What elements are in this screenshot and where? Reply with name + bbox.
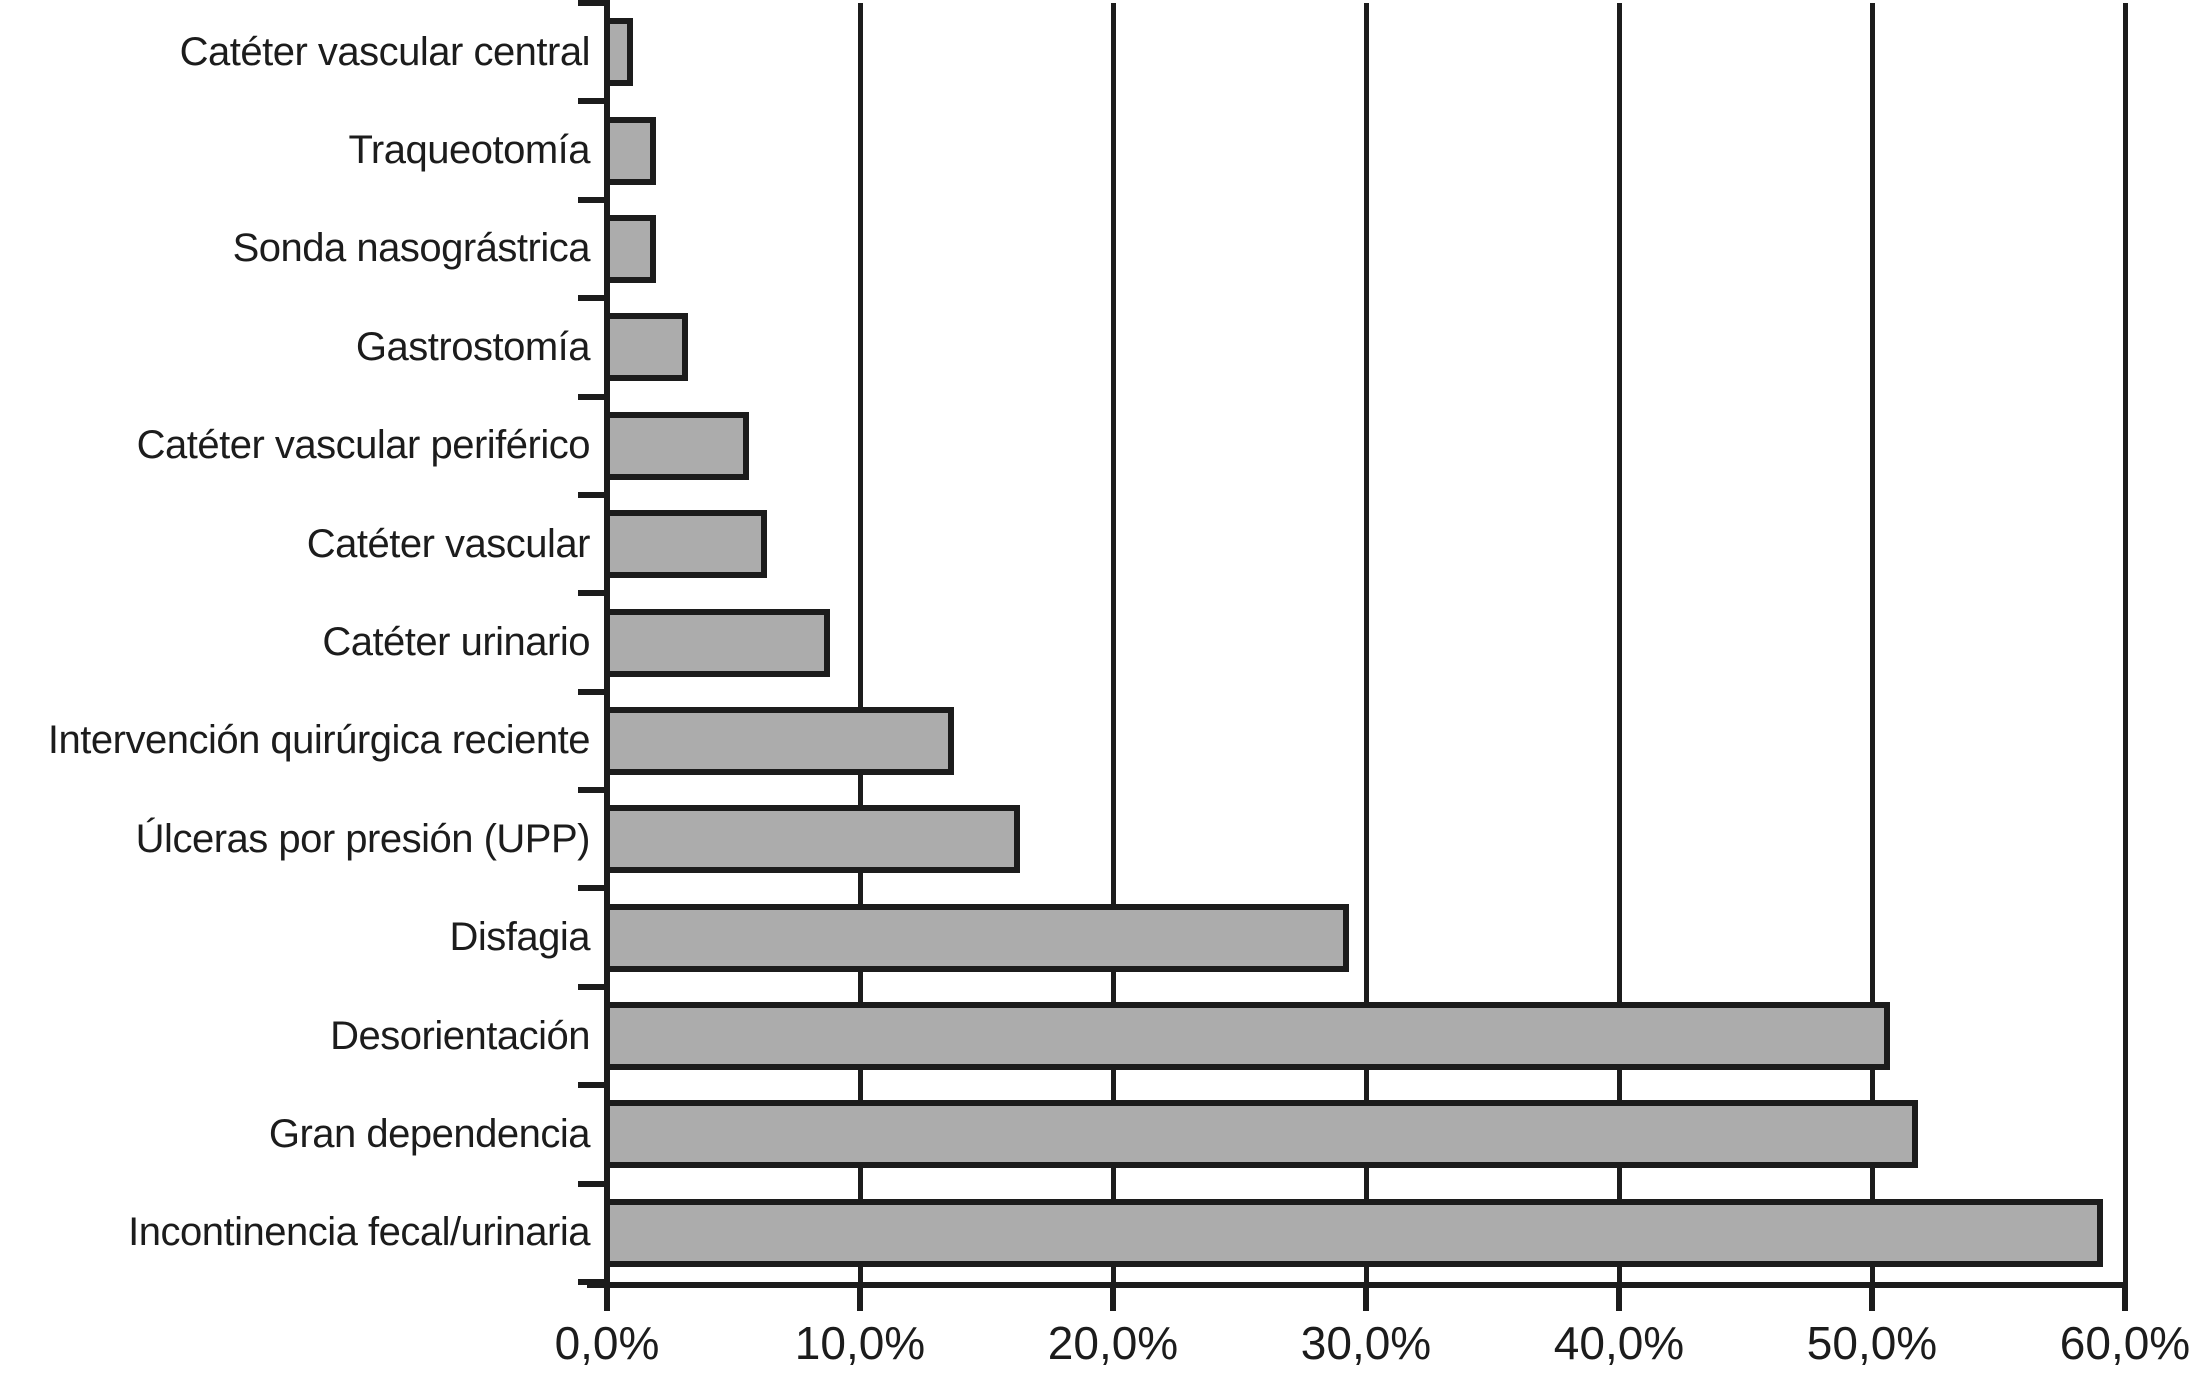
x-axis-tick-label: 30,0% (1300, 1317, 1432, 1369)
category-row: Catéter vascular central (0, 3, 591, 101)
category-label: Disfagia (449, 915, 590, 960)
gridline (857, 3, 863, 1282)
category-label: Sonda nasográstrica (232, 226, 591, 271)
bar (604, 510, 767, 579)
x-axis-tick-label: 50,0% (1806, 1317, 1938, 1369)
bar-row (604, 987, 2128, 1085)
category-row: Gran dependencia (0, 1085, 591, 1183)
y-axis-tick (578, 1082, 604, 1089)
x-axis-tick-label: 20,0% (1047, 1317, 1179, 1369)
bar (604, 313, 689, 382)
category-row: Catéter vascular periférico (0, 397, 591, 495)
x-axis-tick (2122, 1282, 2128, 1311)
bar-row (604, 397, 2128, 495)
gridline (1110, 3, 1116, 1282)
y-axis-tick (578, 196, 604, 203)
bar-row (604, 495, 2128, 593)
category-label: Intervención quirúrgica reciente (47, 718, 591, 763)
bar-row (604, 889, 2128, 987)
x-axis-tick (1363, 1282, 1369, 1311)
x-axis-tick (857, 1282, 863, 1311)
bar (604, 1100, 1918, 1169)
y-axis-tick (578, 590, 604, 597)
category-row: Desorientación (0, 987, 590, 1085)
x-axis-tick-label: 60,0% (2059, 1317, 2191, 1369)
y-axis-tick (578, 1180, 604, 1187)
category-row: Gastrostomía (0, 298, 591, 396)
category-label: Traqueotomía (348, 128, 590, 173)
y-axis-line (604, 0, 610, 1311)
category-row: Catéter urinario (0, 593, 590, 691)
gridline (1869, 3, 1875, 1282)
category-label: Gastrostomía (355, 324, 591, 369)
category-label: Úlceras por presión (UPP) (135, 816, 591, 861)
category-label: Catéter vascular periférico (136, 423, 591, 468)
category-label: Catéter urinario (322, 620, 590, 665)
x-axis-tick (1869, 1282, 1875, 1311)
category-label: Gran dependencia (268, 1111, 591, 1156)
y-axis-tick (578, 1279, 604, 1285)
category-label: Incontinencia fecal/urinaria (128, 1210, 590, 1255)
gridline (2122, 3, 2128, 1282)
category-label: Desorientación (330, 1013, 590, 1058)
y-axis-tick (578, 688, 604, 695)
y-axis-tick (578, 885, 604, 892)
category-row: Incontinencia fecal/urinaria (0, 1184, 590, 1282)
bar (604, 1198, 2103, 1267)
category-row: Disfagia (0, 889, 590, 987)
bar (604, 1002, 1891, 1071)
y-axis-tick (578, 295, 604, 302)
x-axis-tick-label: 0,0% (554, 1317, 660, 1369)
y-axis-tick (578, 491, 604, 498)
category-row: Catéter vascular (0, 495, 591, 593)
bar-row (604, 1085, 2128, 1183)
y-axis-tick (578, 393, 604, 400)
category-label: Catéter vascular (306, 521, 591, 566)
category-label: Catéter vascular central (179, 29, 591, 74)
category-row: Úlceras por presión (UPP) (0, 790, 591, 888)
x-axis-line (587, 1282, 2128, 1288)
x-axis-tick-label: 40,0% (1553, 1317, 1685, 1369)
bar (604, 411, 750, 480)
bar (604, 903, 1349, 972)
y-axis-tick (578, 983, 604, 990)
x-axis-tick (1616, 1282, 1622, 1311)
gridline (1616, 3, 1622, 1282)
x-axis-tick (604, 1282, 610, 1311)
bar-row (604, 593, 2128, 691)
y-axis-tick (578, 0, 604, 6)
x-axis-tick (1110, 1282, 1116, 1311)
y-axis-ticks (0, 0, 604, 1311)
y-axis-tick (578, 98, 604, 105)
gridline (1363, 3, 1369, 1282)
category-row: Traqueotomía (0, 101, 590, 199)
bar-row (604, 298, 2128, 396)
bar-row (604, 1184, 2128, 1282)
category-axis-labels: Catéter vascular central Traqueotomía Sond… (0, 3, 591, 1282)
bar (604, 608, 831, 677)
x-axis-tick-label: 10,0% (794, 1317, 926, 1369)
category-row: Sonda nasográstrica (0, 200, 591, 298)
plot-area (604, 3, 2128, 1282)
category-row: Intervención quirúrgica reciente (0, 692, 591, 790)
gridlines (604, 3, 2128, 1282)
y-axis-tick (578, 787, 604, 794)
